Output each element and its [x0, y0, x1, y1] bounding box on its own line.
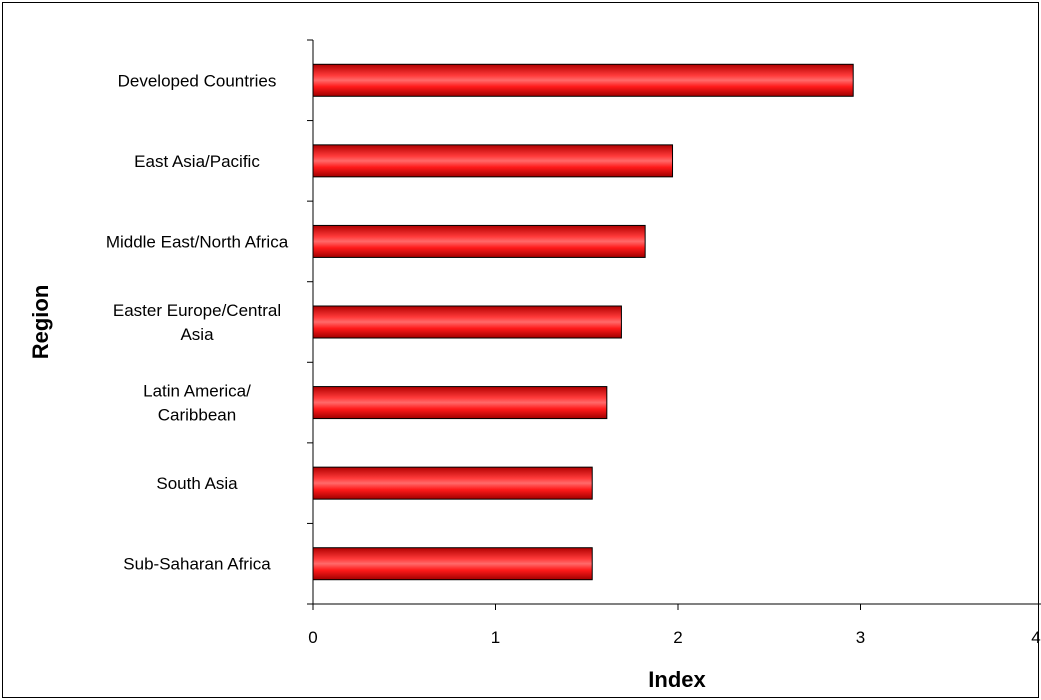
x-axis-title: Index — [648, 667, 706, 692]
x-tick-label-4: 4 — [1031, 628, 1040, 647]
category-label-4: Latin America/Caribbean — [143, 382, 251, 425]
y-axis-title: Region — [28, 285, 53, 360]
x-tick-label-0: 0 — [308, 628, 317, 647]
category-label-1: East Asia/Pacific — [134, 152, 260, 171]
bar-3 — [312, 305, 622, 339]
category-label-5: South Asia — [156, 474, 238, 493]
bars-layer — [312, 63, 854, 581]
category-label-3: Easter Europe/Central Asia — [113, 301, 281, 344]
bar-1 — [312, 144, 674, 178]
category-label-0: Developed Countries — [118, 71, 277, 90]
bar-4 — [312, 386, 608, 420]
category-label-6: Sub-Saharan Africa — [123, 555, 271, 574]
x-tick-label-1: 1 — [491, 628, 500, 647]
bar-5 — [312, 466, 593, 500]
category-labels: Developed Countries East Asia/Pacific Midd… — [106, 71, 289, 573]
x-tick-label-2: 2 — [673, 628, 682, 647]
x-tick-label-3: 3 — [856, 628, 865, 647]
bar-2 — [312, 224, 646, 258]
bar-6 — [312, 547, 593, 581]
bar-0 — [312, 63, 854, 97]
category-label-2: Middle East/North Africa — [106, 232, 289, 251]
axis-ticks: 0 1 2 3 4 — [307, 39, 1041, 647]
